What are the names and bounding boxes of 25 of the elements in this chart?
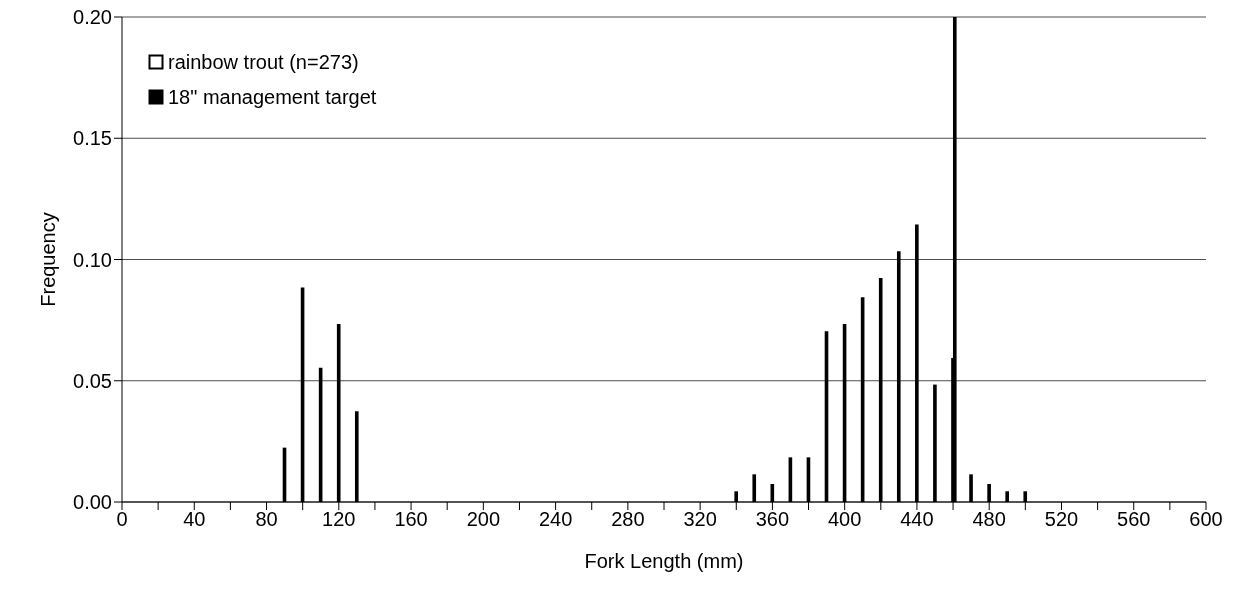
- x-tick-label: 160: [394, 508, 428, 531]
- legend-label: rainbow trout (n=273): [168, 51, 359, 73]
- y-tick-label: 0.15: [73, 127, 112, 150]
- x-tick-label: 200: [466, 508, 501, 531]
- x-tick-label: 600: [1189, 508, 1223, 531]
- x-tick-label: 400: [827, 508, 862, 531]
- x-tick-label: 280: [611, 508, 645, 531]
- y-axis-title: Frequency: [37, 212, 60, 307]
- legend-label: 18" management target: [168, 86, 377, 108]
- x-axis-title: Fork Length (mm): [584, 550, 744, 572]
- y-tick-label: 0.10: [73, 248, 112, 271]
- x-tick-label: 480: [972, 508, 1006, 531]
- x-tick-label: 240: [538, 508, 573, 531]
- y-tick-label: 0.05: [73, 369, 112, 392]
- x-tick-label: 120: [322, 508, 356, 531]
- x-tick-label: 360: [755, 508, 790, 531]
- x-tick-label: 40: [183, 508, 206, 531]
- x-tick-label: 80: [255, 508, 278, 531]
- x-tick-label: 0: [116, 508, 128, 531]
- x-tick-label: 520: [1044, 508, 1079, 531]
- x-tick-label: 440: [900, 508, 934, 531]
- y-tick-label: 0.20: [73, 6, 112, 29]
- x-tick-label: 560: [1117, 508, 1151, 531]
- y-tick-label: 0.00: [73, 491, 112, 514]
- x-tick-label: 320: [683, 508, 717, 531]
